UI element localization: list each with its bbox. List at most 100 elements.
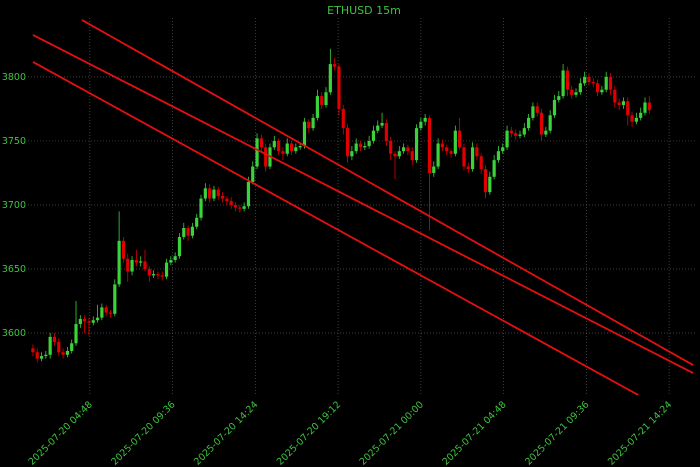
candle-body (195, 217, 199, 227)
candle-body (298, 146, 302, 148)
candle-body (470, 147, 475, 170)
candle-body (505, 130, 509, 148)
candle-body (126, 258, 130, 272)
candle-body (522, 128, 526, 135)
candle-body (83, 318, 87, 322)
candle-body (164, 262, 169, 277)
candle-body (367, 140, 371, 147)
candle-body (259, 138, 263, 148)
trend-line (81, 19, 694, 366)
candle-body (410, 151, 414, 161)
y-tick-label: 3600 (2, 328, 26, 339)
candle-body (255, 138, 259, 167)
candle-body (552, 99, 557, 116)
candle-body (95, 317, 100, 321)
candle-body (483, 169, 488, 193)
candle-body (121, 240, 126, 259)
candle-body (363, 146, 367, 148)
candle-body (91, 320, 95, 323)
candle-body (462, 147, 466, 167)
candle-body (199, 198, 203, 218)
candle-body (578, 83, 582, 93)
candle-body (634, 117, 638, 122)
candle-body (496, 151, 501, 161)
candle-body (613, 89, 617, 103)
candle-body (302, 121, 307, 147)
candle-body (574, 92, 578, 95)
candle-body (539, 112, 544, 135)
candle-body (531, 106, 535, 118)
candle-body (233, 204, 238, 208)
candle-body (285, 143, 289, 154)
candle-body (509, 130, 513, 134)
candle-body (608, 76, 613, 90)
candle-body (52, 336, 57, 342)
candle-body (449, 151, 453, 154)
candle-body (272, 140, 276, 148)
candle-body (561, 70, 565, 97)
candle-body (320, 96, 324, 106)
candle-body (402, 147, 406, 152)
candle-body (527, 117, 531, 129)
candle-body (626, 101, 630, 116)
candle-body (277, 140, 281, 152)
candle-body (324, 92, 328, 106)
candle-body (591, 82, 595, 84)
candle-body (173, 256, 177, 261)
candle-body (139, 261, 143, 263)
candle-body (427, 117, 432, 173)
candle-body (220, 195, 225, 199)
candle-body (190, 226, 195, 236)
candle-body (333, 64, 337, 67)
trend-line (32, 61, 639, 395)
candle-body (475, 147, 479, 157)
candle-body (61, 352, 65, 355)
candle-body (501, 147, 505, 152)
candle-body (44, 354, 48, 357)
candle-body (492, 160, 496, 177)
candle-body (186, 228, 190, 236)
candle-body (423, 117, 427, 122)
y-tick-label: 3800 (2, 72, 26, 83)
candle-body (31, 348, 35, 353)
candle-body (376, 125, 380, 131)
candle-body (264, 147, 268, 167)
candle-body (117, 240, 121, 285)
candle-body (535, 106, 539, 113)
candle-body (583, 76, 587, 84)
candle-body (113, 284, 117, 314)
candle-body (182, 228, 186, 237)
candle-body (630, 115, 634, 122)
candle-body (307, 121, 311, 129)
candle-body (238, 207, 242, 209)
candle-body (242, 206, 246, 209)
candle-body (419, 121, 423, 129)
candle-body (328, 64, 332, 93)
candle-body (647, 102, 651, 111)
candle-body (393, 153, 397, 157)
candle-body (57, 341, 61, 353)
candle-body (384, 123, 388, 141)
candle-body (617, 102, 621, 106)
y-tick-label: 3700 (2, 200, 26, 211)
candle-body (108, 312, 113, 314)
candle-body (345, 128, 350, 157)
candle-body (518, 134, 522, 136)
candle-body (147, 268, 151, 276)
candle-body (548, 115, 552, 131)
candle-body (406, 147, 410, 152)
candle-body (371, 130, 376, 141)
candle-body (544, 130, 548, 135)
candle-body (432, 166, 436, 173)
candle-body (621, 101, 626, 106)
candle-body (152, 274, 156, 276)
candle-body (466, 166, 470, 170)
candle-body (160, 275, 164, 277)
candle-body (643, 102, 647, 113)
candle-body (315, 96, 320, 118)
plot-area (31, 19, 694, 395)
chart-title: ETHUSD 15m (327, 4, 401, 17)
